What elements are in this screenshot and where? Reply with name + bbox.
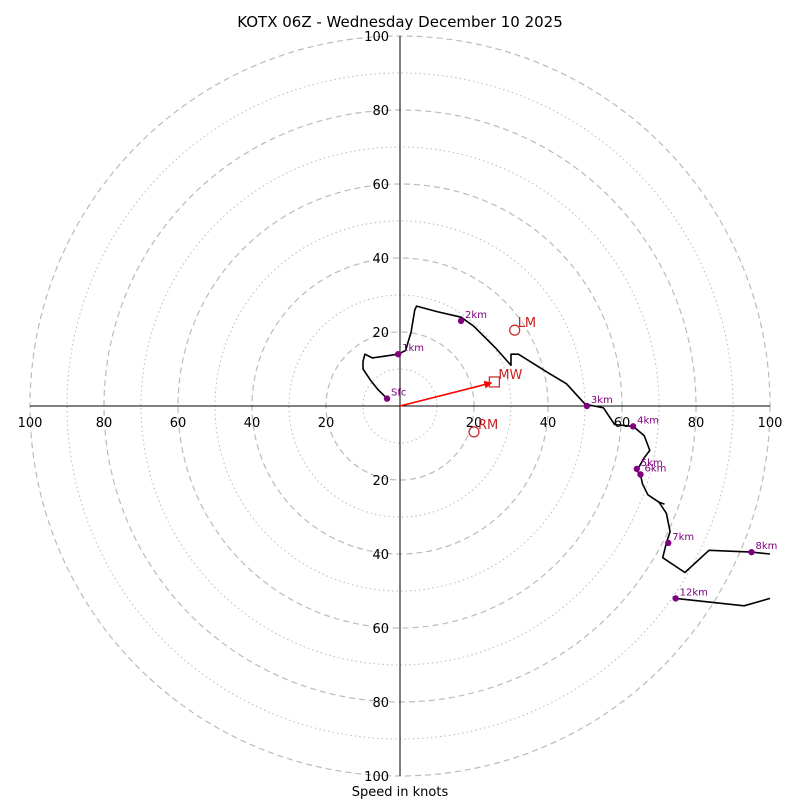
tick-label-bottom-40: 40 [372,548,389,563]
tick-label-top-20: 20 [372,326,389,341]
left-mover-label: LM [518,316,536,331]
tick-labels: 100 80 60 40 20 20 40 60 80 100 20 40 60 80 100 20 40 60 8… [18,30,783,785]
height-label-5km: 5km [641,458,663,469]
tick-label-right-100: 100 [758,416,783,431]
chart-title: KOTX 06Z - Wednesday December 10 2025 [237,13,563,31]
tick-label-top-40: 40 [372,252,389,267]
height-marker-6km [637,471,644,478]
tick-label-right-20: 20 [466,416,483,431]
tick-label-left-40: 40 [244,416,261,431]
height-label-7km: 7km [672,532,694,543]
height-label-4km: 4km [637,415,659,426]
tick-label-right-40: 40 [540,416,557,431]
height-marker-2km [457,317,465,325]
height-marker-4km [629,423,637,430]
height-label-1km: 1km [402,343,424,354]
mean-wind-marker [488,376,500,388]
left-mover-marker [509,324,521,336]
right-mover-label: RM [478,418,498,433]
tick-label-bottom-20: 20 [372,474,389,489]
hodograph-trace [362,305,771,607]
right-mover-marker [468,426,480,438]
tick-label-right-80: 80 [688,416,705,431]
wind-trace-segment-2 [675,597,771,607]
tick-label-bottom-60: 60 [372,622,389,637]
tick-label-top-60: 60 [372,178,389,193]
height-marker-sfc [383,395,391,402]
x-axis-label: Speed in knots [352,785,449,800]
height-label-12km: 12km [680,587,708,598]
height-marker-12km [672,595,679,602]
height-label-6km: 6km [645,463,667,474]
tick-label-bottom-80: 80 [372,696,389,711]
tick-label-right-60: 60 [614,416,631,431]
tick-label-left-100: 100 [18,416,43,431]
height-label-2km: 2km [465,310,487,321]
height-marker-1km [394,351,402,358]
tick-label-top-100: 100 [364,30,389,45]
tick-label-bottom-100: 100 [364,770,389,785]
storm-motion: MW LM RM [399,316,536,438]
wind-trace-segment-1 [658,501,665,505]
height-marker-7km [665,539,672,547]
tick-label-top-80: 80 [372,104,389,119]
tick-label-left-60: 60 [170,416,187,431]
mean-wind-arrow [399,380,493,407]
height-label-8km: 8km [756,541,778,552]
height-marker-8km [748,548,755,556]
mean-wind-label: MW [498,368,522,383]
wind-trace-main [362,305,771,574]
height-label-3km: 3km [591,395,613,406]
height-marker-5km [633,465,640,473]
height-label-sfc: Sfc [391,388,406,399]
tick-label-left-20: 20 [318,416,335,431]
tick-label-left-80: 80 [96,416,113,431]
height-marker-3km [583,402,591,410]
